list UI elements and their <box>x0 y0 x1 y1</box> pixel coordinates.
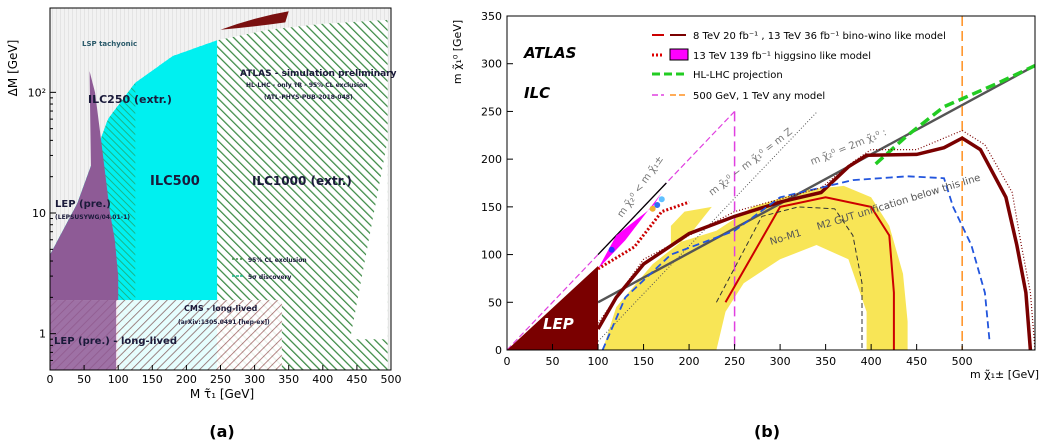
b-xtick-label: 400 <box>861 355 882 368</box>
ilc1000-cut <box>350 140 388 340</box>
legend-discovery-label: 5σ discovery <box>248 274 291 281</box>
series-red-inner <box>724 196 895 350</box>
marker-3 <box>658 196 665 203</box>
panel-b-ylabel: m χ̃₁⁰ [GeV] <box>451 20 464 84</box>
series-dotted-outer <box>597 129 1035 350</box>
legend-hllhc-text: HL-LHC projection <box>693 70 783 81</box>
cms-ref-label: (arXiv:1305.0491 [hep-ex]) <box>178 319 270 326</box>
b-ytick-label: 50 <box>488 296 502 309</box>
atlas-line2: HL-LHC - only τ̃R - 95% CL exclusion <box>246 82 367 89</box>
lep-pre-region <box>50 71 119 370</box>
b-xtick-label: 350 <box>815 355 836 368</box>
diag-mz <box>589 111 818 350</box>
panel-b: 0 50 100 150 200 250 300 350 400 450 500 0 50 100 150 2… <box>451 10 1039 441</box>
series-dashed-inner <box>715 206 863 350</box>
lep-pre-label: LEP (pre.) <box>55 199 111 210</box>
atlas-label: ATLAS <box>523 44 576 62</box>
atlas-region <box>220 11 289 30</box>
diag2-label: m χ̃₂⁰ − m χ̃₁⁰ = m Z <box>706 126 794 199</box>
ilc250-label: ILC250 (extr.) <box>88 93 172 106</box>
higgsino-yellow-region <box>602 185 908 350</box>
panel-a-xlabel: M τ̃₁ [GeV] <box>190 387 254 401</box>
b-ytick-label: 150 <box>481 201 502 214</box>
panel-a: 0 50 100 150 200 250 300 350 400 450 500 1 10 10² LSP… <box>6 7 402 441</box>
b-ytick-label: 200 <box>481 153 502 166</box>
a-xtick-label: 450 <box>346 373 367 386</box>
a-xtick-label: 500 <box>381 373 402 386</box>
b-xtick-label: 300 <box>770 355 791 368</box>
b-ytick-label: 0 <box>495 344 502 357</box>
ilc-label: ILC <box>524 84 550 102</box>
lsp-tachyonic-label: LSP tachyonic <box>82 40 137 48</box>
marker-1 <box>654 201 661 208</box>
a-ytick-label: 1 <box>39 328 46 341</box>
b-ytick-label: 250 <box>481 105 502 118</box>
panel-b-caption: (b) <box>754 422 780 441</box>
a-xtick-label: 350 <box>278 373 299 386</box>
a-ytick-label: 10 <box>32 207 46 220</box>
ilc1000-label: ILC1000 (extr.) <box>252 174 352 188</box>
series-2 <box>597 200 690 271</box>
b-xtick-label: 100 <box>588 355 609 368</box>
b-xtick-label: 200 <box>679 355 700 368</box>
atlas-sim-title: ATLAS - simulation preliminary <box>240 69 397 79</box>
a-xtick-label: 0 <box>47 373 54 386</box>
legend-bino-wino-text: 8 TeV 20 fb⁻¹ , 13 TeV 36 fb⁻¹ bino-wino… <box>693 31 946 42</box>
panel-b-xlabel: m χ̃₁± [GeV] <box>970 368 1039 381</box>
a-xtick-label: 100 <box>108 373 129 386</box>
a-xtick-label: 250 <box>210 373 231 386</box>
a-xtick-label: 50 <box>77 373 91 386</box>
legend-13tev-swatch-b <box>669 48 689 61</box>
diag-black <box>597 182 667 256</box>
b-ytick-label: 350 <box>481 10 502 23</box>
b-xtick-label: 500 <box>952 355 973 368</box>
legend-higgsino-text: 13 TeV 139 fb⁻¹ higgsino like model <box>693 51 871 62</box>
a-ytick-label: 10² <box>28 86 46 99</box>
marker-2 <box>608 246 615 253</box>
lep-triangle <box>507 266 598 350</box>
b-xtick-label: 50 <box>546 355 560 368</box>
b-xtick-label: 150 <box>633 355 654 368</box>
cms-longlived-label: CMS - long-lived <box>184 304 258 313</box>
panel-a-caption: (a) <box>209 422 234 441</box>
b-xtick-label: 250 <box>724 355 745 368</box>
ilc500-label: ILC500 <box>150 174 200 189</box>
legend-ilc-text: 500 GeV, 1 TeV any model <box>693 91 825 102</box>
lep-ref-label: (LEPSUSYWG/04.01-1) <box>55 214 130 221</box>
series-0 <box>874 64 1035 166</box>
lep-label: LEP <box>543 315 574 333</box>
b-ytick-label: 300 <box>481 58 502 71</box>
a-xtick-label: 300 <box>244 373 265 386</box>
marker-0 <box>649 205 656 212</box>
a-xtick-label: 150 <box>142 373 163 386</box>
diag-2m <box>597 64 1035 304</box>
series-1 <box>596 136 1033 350</box>
b-xtick-label: 0 <box>504 355 511 368</box>
a-xtick-label: 200 <box>176 373 197 386</box>
panel-a-ylabel: ΔM [GeV] <box>6 40 20 97</box>
panel-b-frame <box>506 15 1036 351</box>
series-3 <box>601 175 991 350</box>
lep-longlived-region <box>50 300 117 370</box>
atlas-ref: (ATL-PHYS-PUB-2018-048) <box>264 94 353 101</box>
a-xtick-label: 400 <box>312 373 333 386</box>
lep-longlived-label: LEP (pre.) - long-lived <box>54 336 177 347</box>
b-ytick-label: 100 <box>481 249 502 262</box>
legend-exclusion-label: 95% CL exclusion <box>248 257 307 264</box>
b-xtick-label: 450 <box>906 355 927 368</box>
